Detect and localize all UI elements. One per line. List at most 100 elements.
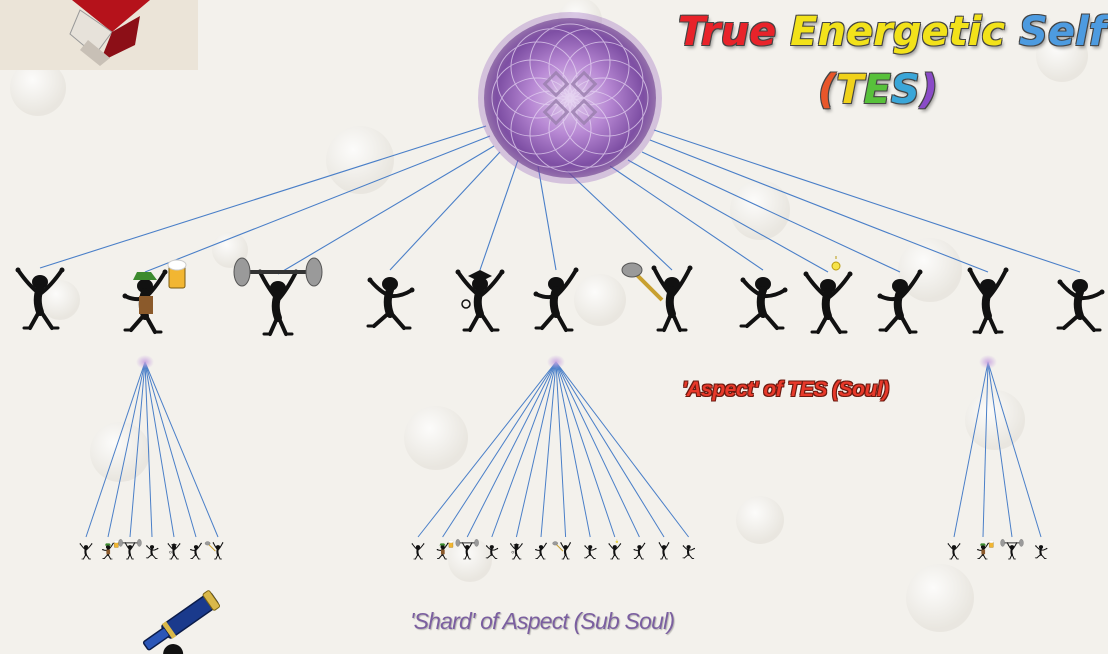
title-char-2: T [836,67,864,113]
orb-connector-line [389,151,501,271]
bubble-8 [404,406,468,470]
dancer-aspect-12 [1056,279,1105,332]
shard-figure [658,542,670,560]
title-char-3: E [863,67,891,113]
shard-figure [977,540,994,560]
orb-connector-line [641,151,901,273]
title-word-3: Self [1019,9,1107,55]
bubble-6 [574,274,626,326]
shard-connector-line [442,361,557,538]
shard-figures [79,539,1048,560]
shard-connector-line [85,361,146,538]
orb-connector-line [277,145,495,275]
bubble-0 [10,60,66,116]
shard-figure [1034,545,1048,559]
shard-figure [485,545,499,559]
shard-figure [1000,539,1024,560]
shard-connector-line [555,361,591,538]
shard-figure [190,542,202,560]
shard-connector-line [982,361,989,538]
weightlifter-aspect-3 [233,257,323,336]
title-char-1: ( [818,67,837,113]
cleaner-aspect-7 [621,262,693,332]
bubble-11 [40,280,80,320]
shard-connector-line [987,361,1042,538]
bubble-14 [736,496,784,544]
shard-connector-line [417,361,557,538]
bubble-5 [898,238,962,302]
dancer-aspect-11 [967,267,1009,334]
dancer-aspect-6 [533,267,579,332]
beer-drinker-aspect-2 [122,259,187,334]
shard-connector-line [555,361,689,538]
shard-caption: 'Shard' of Aspect (Sub Soul) [410,608,675,634]
orb-connector-line [565,169,673,271]
shard-figure [535,542,547,560]
aspect-figures [15,256,1105,336]
logo-icon [0,0,198,70]
shard-connector-line [144,361,219,538]
connector-lines [39,125,1081,538]
orb-connector-line [649,139,989,273]
shard-figure [102,540,119,560]
shard-connector-line [515,361,557,538]
shard-connector-line [987,361,1013,538]
bubble-13 [448,538,492,582]
graduate-aspect-5 [455,269,505,332]
shard-connector-line [144,361,197,538]
shard-figure [79,543,93,560]
dancer-aspect-10 [877,269,923,334]
shard-figure [584,545,597,559]
shard-connector-line [491,361,557,538]
title-line-1: True Energetic Self [678,8,1106,56]
orb-connector-line [627,159,829,273]
shard-figure [947,543,961,560]
shard-figure [510,543,523,560]
shard-origin-glow [979,355,997,369]
shard-origin-glow [547,355,565,369]
shard-figure [455,539,479,560]
shard-connector-line [466,361,557,538]
shard-connector-line [555,361,616,538]
shard-connector-line [144,361,153,538]
shard-connector-line [144,361,175,538]
shard-figure [167,543,181,560]
shard-figure [411,543,425,560]
orb-connector-line [39,125,487,269]
dancer-aspect-1 [15,267,65,330]
telescope-icon [142,590,221,654]
title-line-2: (TES) [818,66,938,114]
title-word-1: True [678,9,791,55]
shard-figure [633,542,646,560]
shard-connector-line [540,361,557,538]
shard-figure [552,541,571,560]
bubble-7 [90,422,150,482]
dancer-aspect-8 [739,277,788,330]
shard-figure [436,540,454,560]
energy-orb-icon [478,12,662,184]
orb-connector-line [144,135,491,273]
title-word-2: Energetic [790,9,1020,55]
shard-figure [204,541,224,560]
bubble-9 [965,390,1025,450]
background-bubbles [10,0,1088,632]
orb-connector-line [537,165,557,271]
orb-connector-line [479,159,519,271]
shard-connector-line [953,361,989,538]
aspect-caption: 'Aspect' of TES (Soul) [682,378,889,401]
bubble-10 [906,564,974,632]
shard-connector-line [107,361,146,538]
dancer-aspect-4 [366,277,415,330]
shard-connector-line [555,361,665,538]
shard-origin-glow [136,355,154,369]
shard-origin-glows [136,355,997,369]
bubble-3 [1036,30,1088,82]
idea-aspect-9 [803,256,853,334]
orb-connector-line [609,165,764,271]
bubble-4 [730,180,790,240]
shard-connector-line [129,361,146,538]
title-char-5: ) [919,67,938,113]
shard-figure [118,539,142,560]
shard-connector-line [555,361,567,538]
